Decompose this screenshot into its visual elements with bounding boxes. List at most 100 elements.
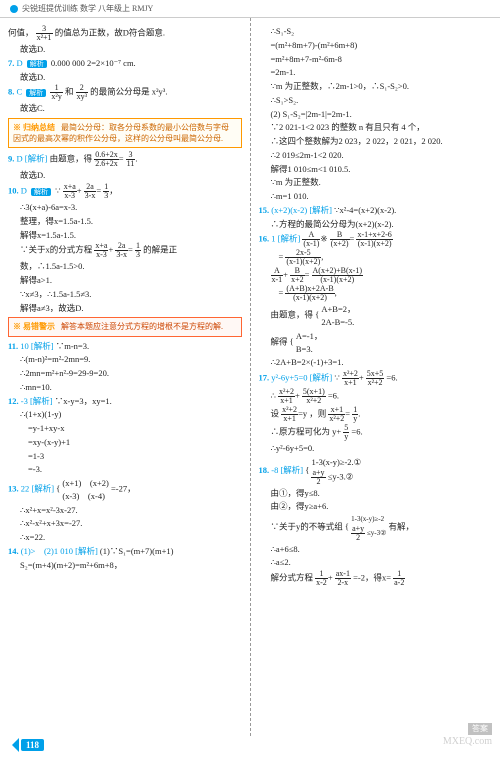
line: ∵关于y的不等式组 { 1-3(x-y)≥-2 a+y2 ≤y-3② 有解， [259, 514, 493, 542]
fraction: 3x²+1 [36, 25, 53, 42]
warning-head: ※ 易错警示 [13, 322, 55, 331]
page-number-value: 118 [21, 739, 44, 751]
line: 故选D. [8, 43, 242, 56]
answer: D [17, 154, 23, 164]
line: ∴a+6≤8. [259, 543, 493, 556]
line: ∴x=22. [8, 531, 242, 544]
page-number: 118 [12, 738, 44, 752]
item-number: 9. [8, 154, 14, 164]
line: 何值， 3x²+1 的值总为正数，故D符合题意. [8, 25, 242, 42]
line: 解得 { A=-1， B=3. [259, 330, 493, 356]
line: ∴原方程可化为 y+ 5y =6. [259, 424, 493, 441]
line: 故选D. [8, 71, 242, 84]
header-title: 尖锐班提优训练 数学 八年级上 RMJY [22, 3, 153, 14]
item-number: 13. [8, 484, 19, 494]
line: 解分式方程 1x-2+ ax-12-x =-2，得x= 1a-2 [259, 570, 493, 587]
line: ∴2 019≤2m-1<2 020. [259, 149, 493, 162]
analysis-tag: 解析 [26, 89, 46, 97]
line: ∵m 为正整数. [259, 176, 493, 189]
item-13: 13. 22 [解析] { (x+1) (x+2) (x-3) (x-4) =-… [8, 477, 242, 503]
item-number: 18. [259, 465, 270, 475]
line: ∴S₁-S₂ [259, 25, 493, 38]
item-17: 17. y²-6y+5=0 [解析] ∵ x²+2x+1+ 5x+5x²+2 =… [259, 370, 493, 387]
line: ∴S₁>S₂. [259, 94, 493, 107]
page-header: 尖锐班提优训练 数学 八年级上 RMJY [0, 0, 500, 18]
answer: -3 [21, 396, 28, 406]
analysis-label: [解析] [31, 484, 54, 494]
answer: 1 [271, 234, 275, 244]
line: (2) S₁-S₂=|2m-1|=2m-1. [259, 108, 493, 121]
content-columns: 何值， 3x²+1 的值总为正数，故D符合题意. 故选D. 7. D 解析 0.… [0, 18, 500, 736]
line: 解得a≠3，故选D. [8, 302, 242, 315]
analysis-label: [解析] [309, 205, 332, 215]
line: 由②，得y≥a+6. [259, 500, 493, 513]
line: =y-1+xy-x [8, 422, 242, 435]
header-dot-icon [10, 5, 18, 13]
line: 故选C. [8, 102, 242, 115]
item-15: 15. (x+2)(x-2) [解析] ∵x²-4=(x+2)(x-2). [259, 204, 493, 217]
analysis-label: [解析] [278, 234, 301, 244]
line: = (A+B)x+2A-B(x-1)(x+2), [259, 285, 493, 302]
analysis-label: [解析] [310, 372, 333, 382]
answer: D [17, 58, 23, 68]
line: ∴2mn=m²+n²-9=29-9=20. [8, 367, 242, 380]
watermark-url: MXEQ.com [443, 736, 492, 748]
line: S₂=(m+4)(m+2)=m²+6m+8， [8, 559, 242, 572]
watermark-label: 答案 [468, 723, 492, 735]
item-18: 18. -8 [解析] { 1-3(x-y)≥-2.① a+y2 ≤y-3.② [259, 456, 493, 486]
answer: -8 [271, 465, 278, 475]
analysis-label: [解析] [30, 396, 53, 406]
line: ∴方程的最简公分母为(x+2)(x-2). [259, 218, 493, 231]
item-number: 10. [8, 186, 19, 196]
line: 解得a>1. [8, 274, 242, 287]
analysis-tag: 解析 [31, 188, 51, 196]
item-number: 15. [259, 205, 270, 215]
line: =2m-1. [259, 66, 493, 79]
warning-box: ※ 易错警示 解答本题应注意分式方程的增根不是方程的解. [8, 317, 242, 336]
line: ∴x²+x=x²-3x-27. [8, 504, 242, 517]
answer: 10 [20, 341, 29, 351]
answer: y²-6y+5=0 [271, 372, 307, 382]
answer: 22 [21, 484, 30, 494]
line: ∵2 021-1<2 023 的整数 n 有且只有 4 个， [259, 121, 493, 134]
item-12: 12. -3 [解析] ∵x-y=3，xy=1. [8, 395, 242, 408]
analysis-tag: 解析 [27, 60, 47, 68]
summary-head: ※ 归纳总结 [13, 123, 55, 132]
analysis-label: [解析] [280, 465, 303, 475]
watermark: 答案 MXEQ.com [443, 723, 492, 748]
line: 设 x²+2x+1=y ，则 x+1x²+2= 1y. [259, 406, 493, 423]
line: ∴2A+B=2×(-1)+3=1. [259, 356, 493, 369]
item-9: 9. D [解析] 由题意，得 0.6+2x2.6+2x= 311. [8, 151, 242, 168]
answer: D [21, 186, 27, 196]
item-10: 10. D 解析 ∵ x+ax-3+ 2a3-x= 13， [8, 183, 242, 200]
answer: (x+2)(x-2) [271, 205, 307, 215]
line: =(m²+8m+7)-(m²+6m+8) [259, 39, 493, 52]
analysis-label: [解析] [75, 546, 98, 556]
line: ∴a≤2. [259, 556, 493, 569]
analysis-label: [解析] [31, 341, 54, 351]
item-number: 16. [259, 234, 270, 244]
line: 整理，得x=1.5a-1.5. [8, 215, 242, 228]
item-number: 14. [8, 546, 19, 556]
answer: C [17, 87, 23, 97]
line: =-3. [8, 463, 242, 476]
line: =m²+8m+7-m²-6m-8 [259, 53, 493, 66]
line: 由①，得y≤8. [259, 487, 493, 500]
item-number: 12. [8, 396, 19, 406]
line: ∴m=1 010. [259, 190, 493, 203]
page-arrow-icon [12, 738, 19, 752]
item-7: 7. D 解析 0.000 000 2=2×10⁻⁷ cm. [8, 57, 242, 70]
line: ∴x²-x²+x+3x=-27. [8, 517, 242, 530]
item-number: 8. [8, 87, 14, 97]
item-8: 8. C 解析 1x²y 和 2xy³ 的最简公分母是 x²y³. [8, 84, 242, 101]
line: ∴(m-n)²=m²-2mn=9. [8, 353, 242, 366]
line: Ax-1+ Bx+2= A(x+2)+B(x-1)(x-1)(x+2) [259, 267, 493, 284]
summary-box: ※ 归纳总结 最简公分母：取各分母系数的最小公倍数与字母因式的最高次幂的积作公分… [8, 118, 242, 148]
line: 解得1 010≤m<1 010.5. [259, 163, 493, 176]
item-16: 16. 1 [解析] A(x-1)※ B(x+2)= x-1+x+2-6(x-1… [259, 231, 493, 248]
page: 尖锐班提优训练 数学 八年级上 RMJY 何值， 3x²+1 的值总为正数，故D… [0, 0, 500, 758]
item-number: 11. [8, 341, 18, 351]
line: 由题意，得 { A+B=2， 2A-B=-5. [259, 303, 493, 329]
line: ∴3(x+a)-6a=x-3. [8, 201, 242, 214]
line: 数，∴1.5a-1.5>0. [8, 260, 242, 273]
